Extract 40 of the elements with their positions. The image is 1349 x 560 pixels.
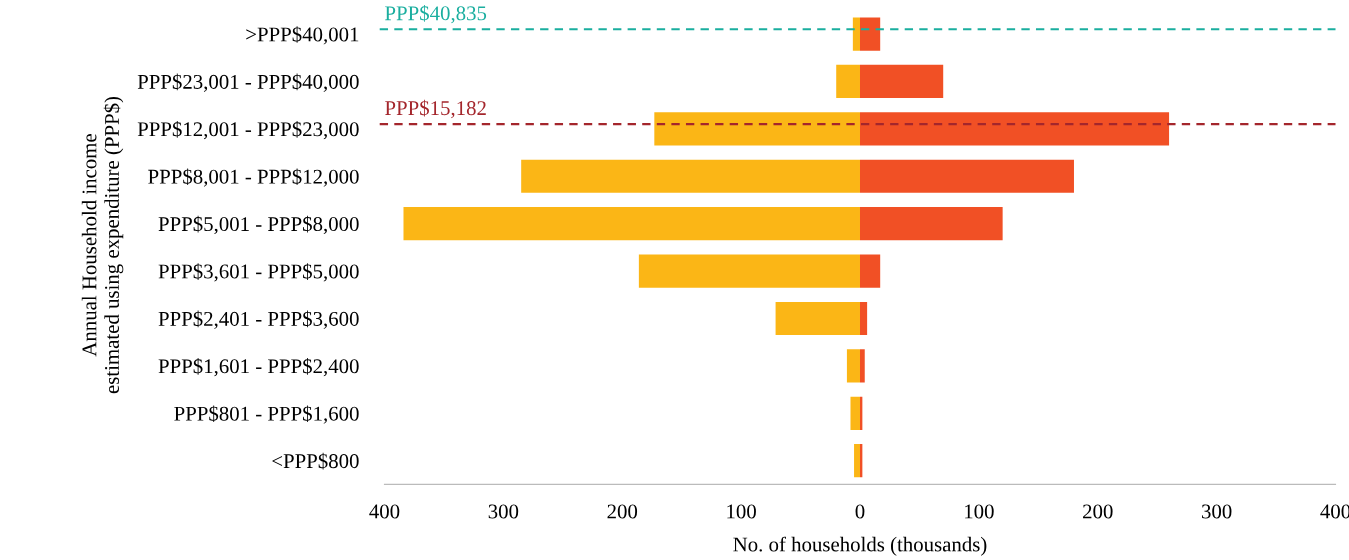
x-axis-title: No. of households (thousands) [733, 536, 987, 556]
y-tick-label: PPP$1,601 - PPP$2,400 [158, 358, 359, 377]
bar [859, 301, 868, 336]
y-tick-label: <PPP$800 [272, 452, 359, 470]
bar [859, 349, 865, 383]
x-tick-label: 200 [607, 504, 638, 519]
ref-line-label: PPP$15,182 [385, 99, 486, 119]
y-tick-label: PPP$2,401 - PPP$3,600 [158, 310, 359, 329]
x-tick-label: 0 [855, 504, 865, 519]
y-tick-label: PPP$801 - PPP$1,600 [174, 405, 359, 424]
x-tick-label: 400 [369, 504, 400, 519]
y-tick-label: PPP$12,001 - PPP$23,000 [137, 121, 359, 140]
y-tick-label: PPP$3,601 - PPP$5,000 [158, 263, 359, 282]
bar [850, 396, 860, 430]
bar [846, 349, 860, 383]
x-tick-label: 100 [727, 504, 756, 519]
bar [859, 112, 1170, 146]
bar [859, 254, 881, 288]
bar [521, 159, 860, 193]
bar [852, 17, 860, 51]
y-tick-label: PPP$8,001 - PPP$12,000 [148, 168, 359, 187]
x-tick-label: 100 [965, 504, 994, 519]
bar [654, 112, 860, 146]
bar [836, 64, 860, 99]
ref-line-label: PPP$40,835 [385, 5, 487, 24]
bar [859, 159, 1074, 193]
y-tick-label: >PPP$40,001 [246, 26, 359, 45]
x-tick-label: 300 [1202, 504, 1232, 519]
y-tick-label: PPP$5,001 - PPP$8,000 [158, 215, 359, 235]
bar [859, 207, 1003, 241]
bar [775, 301, 860, 336]
x-tick-label: 300 [488, 504, 519, 519]
bar [638, 254, 860, 288]
bar [403, 207, 860, 241]
y-axis-title: Annual Household income estimated using expenditure (PPP$) [81, 96, 124, 394]
bar [859, 17, 881, 51]
bar [859, 64, 944, 99]
x-tick-label: 200 [1083, 504, 1113, 519]
y-tick-label: PPP$23,001 - PPP$40,000 [137, 73, 359, 92]
bar [854, 444, 860, 478]
